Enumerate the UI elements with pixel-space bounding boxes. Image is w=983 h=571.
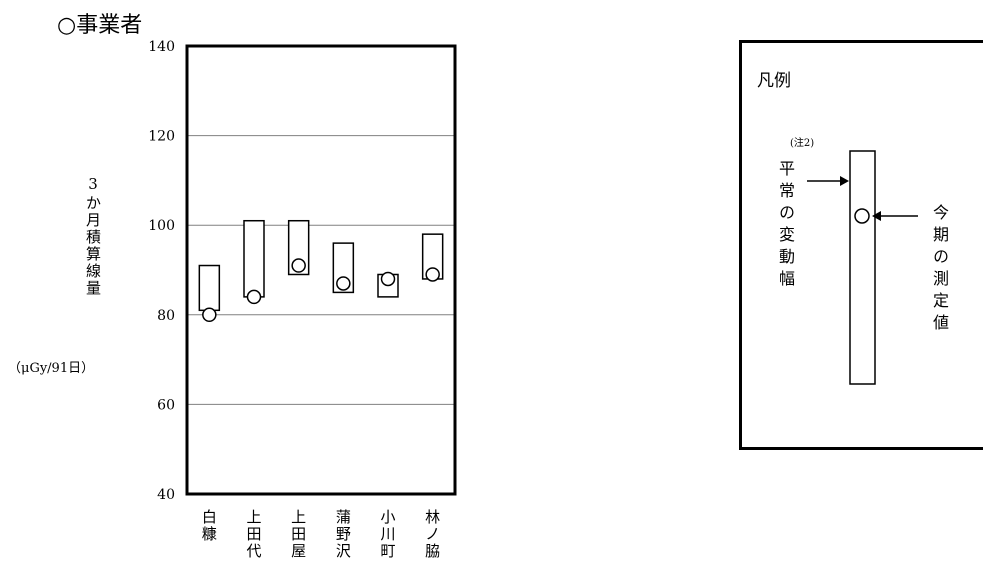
y-tick-label: 140 xyxy=(148,39,175,55)
legend-box xyxy=(739,40,983,450)
y-tick-label: 120 xyxy=(148,129,175,145)
category-label: 上田屋 xyxy=(291,508,306,560)
legend-note: (注2) xyxy=(790,138,815,149)
measured-marker xyxy=(425,267,440,282)
y-axis-label: 3か月積算線量 xyxy=(84,175,102,297)
measured-marker xyxy=(336,276,351,291)
legend-title: 凡例 xyxy=(757,71,791,91)
category-label: 小川町 xyxy=(380,508,395,560)
y-tick-label: 40 xyxy=(157,487,175,503)
y-axis-unit: （μGy/91日） xyxy=(8,361,95,376)
plot-frame xyxy=(185,44,457,496)
measured-marker xyxy=(291,258,306,273)
legend-range-bar xyxy=(849,150,876,385)
y-tick-label: 60 xyxy=(157,397,175,413)
y-tick-label: 80 xyxy=(157,308,175,324)
y-tick-label: 100 xyxy=(148,218,175,234)
legend-range-label: 平常の変動幅 xyxy=(776,160,795,292)
page-heading: ○事業者 xyxy=(57,13,143,38)
category-label: 白糠 xyxy=(202,508,217,543)
measured-marker xyxy=(202,307,217,323)
measured-marker xyxy=(380,271,396,287)
category-label: 林ノ脇 xyxy=(425,508,440,560)
legend-measured-arrowhead xyxy=(872,211,881,221)
category-label: 上田代 xyxy=(246,508,261,560)
legend-range-arrowhead xyxy=(840,176,849,186)
legend-measured-marker xyxy=(854,208,870,224)
legend-measured-label: 今期の測定値 xyxy=(930,204,949,336)
category-label: 蒲野沢 xyxy=(336,508,351,560)
measured-marker xyxy=(246,289,262,305)
